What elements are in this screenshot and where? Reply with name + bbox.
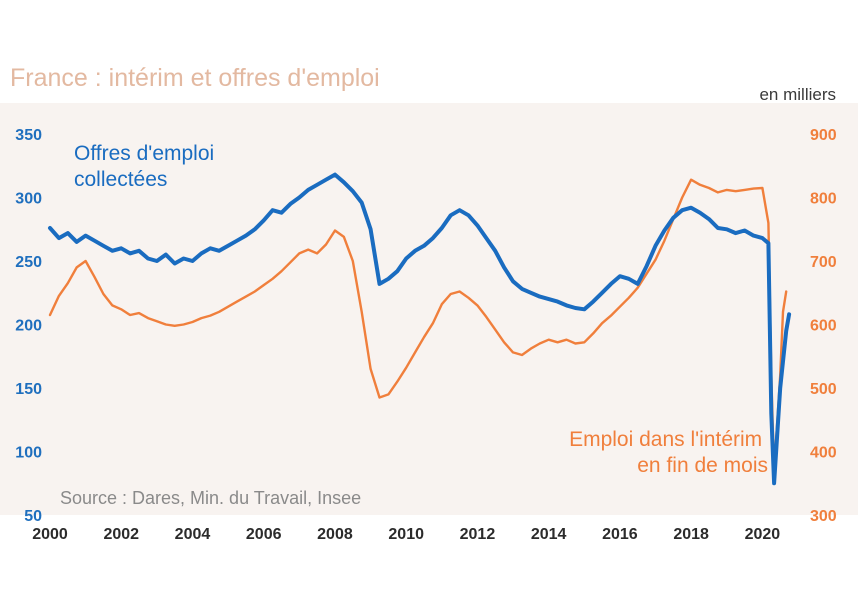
right-tick-label: 500 [810, 381, 837, 398]
series-label-interim: Emploi dans l'intérim en fin de mois [569, 428, 768, 477]
series-layer [48, 172, 792, 486]
x-tick-label: 2006 [246, 526, 282, 543]
chart-title: France : intérim et offres d'emploi [10, 64, 380, 92]
x-tick-label: 2004 [175, 526, 211, 543]
unit-label: en milliers [759, 85, 836, 104]
x-tick-label: 2014 [531, 526, 567, 543]
series-label-interim-line2: en fin de mois [637, 454, 768, 477]
series-label-interim-line1: Emploi dans l'intérim [569, 428, 762, 451]
left-tick-label: 100 [15, 445, 42, 462]
right-tick-label: 900 [810, 127, 837, 144]
x-tick-label: 2012 [460, 526, 496, 543]
right-tick-label: 300 [810, 508, 837, 525]
x-tick-label: 2010 [388, 526, 424, 543]
left-tick-label: 250 [15, 254, 42, 271]
left-tick-label: 50 [24, 508, 42, 525]
left-axis: 50 100 150 200 250 300 350 [15, 127, 42, 525]
series-label-offres-line1: Offres d'emploi [74, 142, 214, 165]
x-tick-label: 2016 [602, 526, 638, 543]
series-line-offres [48, 172, 792, 486]
left-tick-label: 200 [15, 318, 42, 335]
left-tick-label: 350 [15, 127, 42, 144]
source-note: Source : Dares, Min. du Travail, Insee [60, 488, 361, 508]
x-tick-label: 2020 [745, 526, 781, 543]
x-tick-label: 2002 [103, 526, 139, 543]
series-line-interim [48, 178, 788, 473]
right-tick-label: 700 [810, 254, 837, 271]
series-label-offres-line2: collectées [74, 168, 167, 191]
x-tick-label: 2000 [32, 526, 68, 543]
right-tick-label: 600 [810, 318, 837, 335]
left-tick-label: 300 [15, 191, 42, 208]
right-tick-label: 400 [810, 445, 837, 462]
left-tick-label: 150 [15, 381, 42, 398]
right-axis: 300 400 500 600 700 800 900 [810, 127, 837, 525]
series-label-offres: Offres d'emploi collectées [74, 142, 220, 191]
x-tick-label: 2008 [317, 526, 353, 543]
x-tick-label: 2018 [673, 526, 709, 543]
x-axis: 2000 2002 2004 2006 2008 2010 2012 2014 2016 2018… [32, 526, 780, 543]
right-tick-label: 800 [810, 191, 837, 208]
plot-area [0, 103, 858, 515]
